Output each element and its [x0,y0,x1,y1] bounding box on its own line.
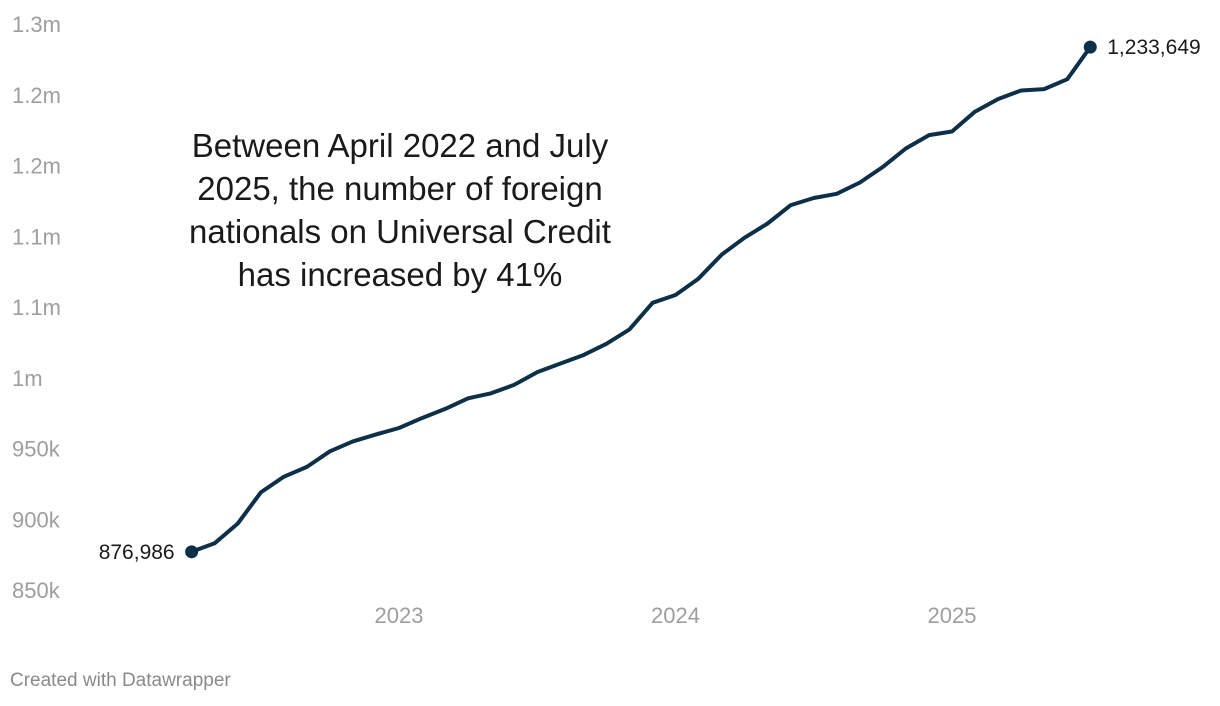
x-tick-label: 2024 [651,603,700,628]
y-tick-label: 900k [12,507,61,532]
y-axis: 1.3m 1.2m 1.2m 1.1m 1.1m 1m 950k 900k 850k [12,12,61,603]
series-line [189,45,1093,554]
y-tick-label: 1.2m [12,83,61,108]
chart-annotation: Between April 2022 and July 2025, the num… [189,127,611,293]
y-tick-label: 1.3m [12,12,61,37]
data-labels: 876,986 1,233,649 [99,36,1201,564]
start-point-marker [185,545,199,559]
x-tick-label: 2025 [928,603,977,628]
y-tick-label: 850k [12,578,61,603]
annotation-line: has increased by 41% [238,256,563,293]
y-tick-label: 950k [12,437,61,462]
end-point-marker [1083,40,1097,54]
x-tick-label: 2023 [375,603,424,628]
y-tick-label: 1.2m [12,154,61,179]
annotation-line: 2025, the number of foreign [197,170,602,207]
y-tick-label: 1.1m [12,224,61,249]
start-value-label: 876,986 [99,541,175,564]
y-tick-label: 1.1m [12,295,61,320]
annotation-line: Between April 2022 and July [192,127,609,164]
endpoint-markers [185,40,1097,559]
end-value-label: 1,233,649 [1107,36,1200,59]
y-tick-label: 1m [12,366,43,391]
x-axis: 2023 2024 2025 [375,603,977,628]
annotation-line: nationals on Universal Credit [189,213,611,250]
datawrapper-credit: Created with Datawrapper [10,670,231,691]
